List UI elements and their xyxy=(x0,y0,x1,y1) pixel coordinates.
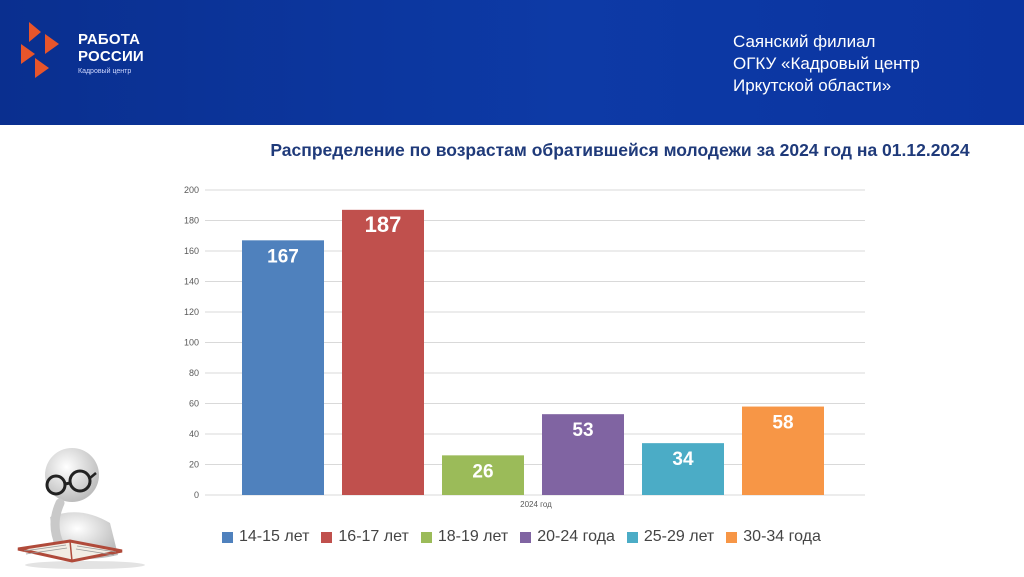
logo-subtitle: Кадровый центр xyxy=(78,68,132,75)
bar-4 xyxy=(542,414,624,495)
y-tick-label: 40 xyxy=(189,429,199,439)
y-tick-label: 60 xyxy=(189,399,199,409)
data-label-2: 187 xyxy=(365,212,402,237)
data-label-6: 58 xyxy=(772,413,793,434)
chart-title: Распределение по возрастам обратившейся … xyxy=(0,140,1024,161)
branch-name: Саянский филиал ОГКУ «Кадровый центр Ирк… xyxy=(733,31,920,97)
bar-1 xyxy=(242,240,324,495)
data-label-1: 167 xyxy=(267,246,299,267)
legend-swatch xyxy=(222,531,233,543)
reader-figure-icon xyxy=(17,448,145,569)
bar-6 xyxy=(742,406,824,495)
legend-label: 14-15 лет xyxy=(239,528,310,545)
legend-label: 16-17 лет xyxy=(338,528,409,545)
legend-swatch xyxy=(726,531,738,543)
y-tick-label: 80 xyxy=(189,368,199,378)
x-category-label: 2024 год xyxy=(520,500,552,509)
chart-legend: 14-15 лет 16-17 лет 18-19 лет 20-24 года 25-… xyxy=(222,528,833,546)
y-tick-label: 140 xyxy=(184,277,199,287)
legend-item: 14-15 лет xyxy=(222,528,309,546)
legend-label: 20-24 года xyxy=(537,528,615,545)
legend-label: 25-29 лет xyxy=(643,528,715,545)
y-tick-label: 0 xyxy=(194,490,199,500)
branch-line1: Саянский филиал xyxy=(733,32,876,51)
header-banner: РАБОТА РОССИИ Кадровый центр Саянский фи… xyxy=(0,0,1024,125)
chart-title-text: Распределение по возрастам обратившейся … xyxy=(270,140,970,160)
y-tick-label: 100 xyxy=(184,338,199,348)
y-tick-label: 120 xyxy=(184,307,199,317)
legend-label: 30-34 года xyxy=(743,528,821,545)
logo-title-line1: РАБОТА xyxy=(78,31,141,48)
y-tick-label: 160 xyxy=(184,246,199,256)
bar-5 xyxy=(642,443,724,495)
legend-item: 18-19 лет xyxy=(420,528,509,546)
legend-item: 25-29 лет xyxy=(626,528,715,546)
legend-swatch xyxy=(321,531,333,543)
data-label-5: 34 xyxy=(672,449,694,470)
branch-line2: ОГКУ «Кадровый центр xyxy=(733,54,920,73)
data-label-4: 53 xyxy=(572,420,593,441)
logo-title-line2: РОССИИ xyxy=(78,48,144,65)
bar-3 xyxy=(442,455,524,495)
y-tick-label: 200 xyxy=(184,185,199,195)
y-tick-label: 20 xyxy=(189,460,199,470)
legend-swatch xyxy=(420,531,432,543)
legend-item: 20-24 года xyxy=(520,528,615,546)
legend-swatch xyxy=(520,531,532,543)
y-tick-label: 180 xyxy=(184,216,199,226)
branch-line3: Иркутской области» xyxy=(733,76,892,95)
data-label-3: 26 xyxy=(472,461,493,482)
bar-2 xyxy=(342,209,424,495)
legend-label: 18-19 лет xyxy=(437,528,509,545)
legend-swatch xyxy=(626,531,638,543)
legend-item: 30-34 года xyxy=(726,528,821,546)
legend-item: 16-17 лет xyxy=(321,528,409,546)
logo-title: РАБОТА РОССИИ xyxy=(78,31,144,65)
rabota-rossii-arrows-icon xyxy=(21,22,59,78)
